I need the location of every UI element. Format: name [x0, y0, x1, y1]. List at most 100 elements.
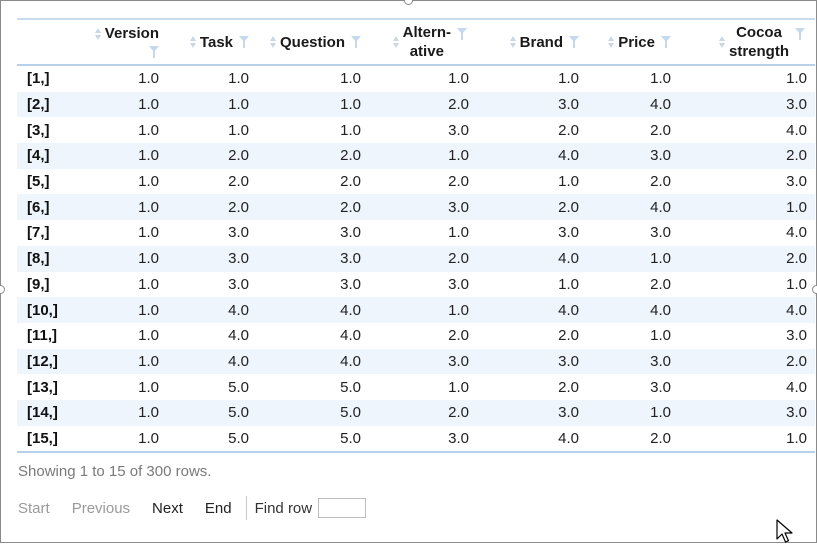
table-cell: 2.0: [650, 275, 671, 293]
table-cell: 3.0: [558, 352, 579, 370]
table-cell: 2.0: [448, 327, 469, 345]
sort-arrows-icon[interactable]: [269, 36, 276, 48]
sort-arrows-icon[interactable]: [719, 36, 725, 48]
row-label: [6,]: [27, 198, 50, 216]
table-row: [15,] 1.0 5.0 5.0 3.0 4.0 2.0 1.0: [17, 426, 815, 453]
filter-funnel-icon[interactable]: [239, 36, 249, 48]
sort-arrows-icon[interactable]: [94, 27, 101, 40]
column-header-label: Version: [104, 25, 159, 42]
table-cell: 1.0: [138, 250, 159, 268]
table-cell: 1.0: [448, 147, 469, 165]
next-button[interactable]: Next: [152, 499, 183, 517]
sort-arrows-icon[interactable]: [392, 36, 399, 48]
header-brand[interactable]: Brand: [477, 19, 587, 65]
header-cocoastrength[interactable]: Cocoa strength: [679, 19, 815, 65]
table-cell: 4.0: [558, 147, 579, 165]
table-cell: 4.0: [228, 327, 249, 345]
header-question[interactable]: Question: [257, 19, 369, 65]
table-cell: 1.0: [558, 173, 579, 191]
row-label: [5,]: [27, 173, 50, 191]
row-label: [2,]: [27, 96, 50, 114]
table-cell: 1.0: [138, 173, 159, 191]
header-task[interactable]: Task: [167, 19, 257, 65]
table-cell: 5.0: [228, 378, 249, 396]
table-cell: 4.0: [228, 352, 249, 370]
table-cell: 3.0: [558, 224, 579, 242]
table-cell: 5.0: [340, 378, 361, 396]
table-cell: 1.0: [786, 275, 807, 293]
sort-arrows-icon[interactable]: [509, 36, 516, 48]
header-altern-ative[interactable]: Altern- ative: [369, 19, 477, 65]
column-header-label: Task: [199, 33, 233, 51]
row-label: [15,]: [27, 429, 58, 447]
table-cell: 1.0: [138, 275, 159, 293]
filter-funnel-icon[interactable]: [661, 36, 671, 48]
table-cell: 3.0: [228, 224, 249, 242]
row-count-info: Showing 1 to 15 of 300 rows.: [18, 463, 212, 480]
table-cell: 3.0: [786, 404, 807, 422]
find-row-input[interactable]: [318, 498, 367, 518]
resize-handle-right[interactable]: [812, 285, 817, 294]
table-cell: 4.0: [786, 378, 807, 396]
table-cell: 3.0: [786, 173, 807, 191]
table-cell: 1.0: [138, 378, 159, 396]
table-cell: 2.0: [558, 378, 579, 396]
table-cell: 2.0: [448, 96, 469, 114]
table-cell: 2.0: [340, 173, 361, 191]
resize-handle-left[interactable]: [0, 285, 5, 294]
table-cell: 2.0: [448, 250, 469, 268]
filter-funnel-icon[interactable]: [569, 36, 579, 48]
table-cell: 3.0: [228, 250, 249, 268]
table-row: [7,] 1.0 3.0 3.0 1.0 3.0 3.0 4.0: [17, 220, 815, 246]
table-cell: 1.0: [650, 250, 671, 268]
table-cell: 3.0: [558, 404, 579, 422]
table-cell: 1.0: [340, 121, 361, 139]
table-row: [1,] 1.0 1.0 1.0 1.0 1.0 1.0 1.0: [17, 65, 815, 92]
table-cell: 5.0: [228, 404, 249, 422]
table-row: [3,] 1.0 1.0 1.0 3.0 2.0 2.0 4.0: [17, 117, 815, 143]
table-cell: 1.0: [650, 404, 671, 422]
table-cell: 4.0: [558, 301, 579, 319]
table-cell: 2.0: [228, 173, 249, 191]
row-label: [1,]: [27, 70, 50, 88]
filter-funnel-icon[interactable]: [795, 28, 805, 40]
filter-funnel-icon[interactable]: [457, 28, 467, 40]
table-cell: 1.0: [138, 352, 159, 370]
find-row-label: Find row: [254, 499, 313, 517]
column-header-label: Brand: [519, 33, 563, 51]
sort-arrows-icon[interactable]: [189, 36, 196, 48]
resize-handle-top[interactable]: [404, 0, 413, 5]
table-cell: 1.0: [448, 224, 469, 242]
table-cell: 2.0: [558, 198, 579, 216]
table-cell: 4.0: [340, 327, 361, 345]
pagination-bar: Start Previous Next End Find row: [18, 496, 367, 520]
table-cell: 4.0: [650, 198, 671, 216]
row-label: [7,]: [27, 224, 50, 242]
sort-arrows-icon[interactable]: [608, 36, 615, 48]
table-cell: 1.0: [138, 147, 159, 165]
table-cell: 1.0: [138, 96, 159, 114]
row-label: [10,]: [27, 301, 58, 319]
filter-funnel-icon[interactable]: [149, 46, 159, 59]
table-cell: 2.0: [228, 198, 249, 216]
table-row: [10,] 1.0 4.0 4.0 1.0 4.0 4.0 4.0: [17, 297, 815, 323]
end-button[interactable]: End: [204, 499, 232, 517]
table-cell: 1.0: [448, 70, 469, 88]
filter-funnel-icon[interactable]: [351, 36, 361, 48]
table-cell: 2.0: [558, 121, 579, 139]
table-row: [6,] 1.0 2.0 2.0 3.0 2.0 4.0 1.0: [17, 194, 815, 221]
table-row: [11,] 1.0 4.0 4.0 2.0 2.0 1.0 3.0: [17, 323, 815, 349]
table-row: [8,] 1.0 3.0 3.0 2.0 4.0 1.0 2.0: [17, 245, 815, 272]
table-cell: 4.0: [558, 250, 579, 268]
table-cell: 1.0: [138, 404, 159, 422]
table-cell: 2.0: [448, 173, 469, 191]
header-price[interactable]: Price: [587, 19, 679, 65]
table-cell: 3.0: [558, 96, 579, 114]
header-version[interactable]: Version: [75, 19, 167, 65]
table-row: [2,] 1.0 1.0 1.0 2.0 3.0 4.0 3.0: [17, 91, 815, 118]
previous-button[interactable]: Previous: [71, 499, 131, 517]
table-row: [5,] 1.0 2.0 2.0 2.0 1.0 2.0 3.0: [17, 169, 815, 195]
table-cell: 3.0: [448, 121, 469, 139]
table-cell: 3.0: [448, 198, 469, 216]
start-button[interactable]: Start: [18, 499, 50, 517]
